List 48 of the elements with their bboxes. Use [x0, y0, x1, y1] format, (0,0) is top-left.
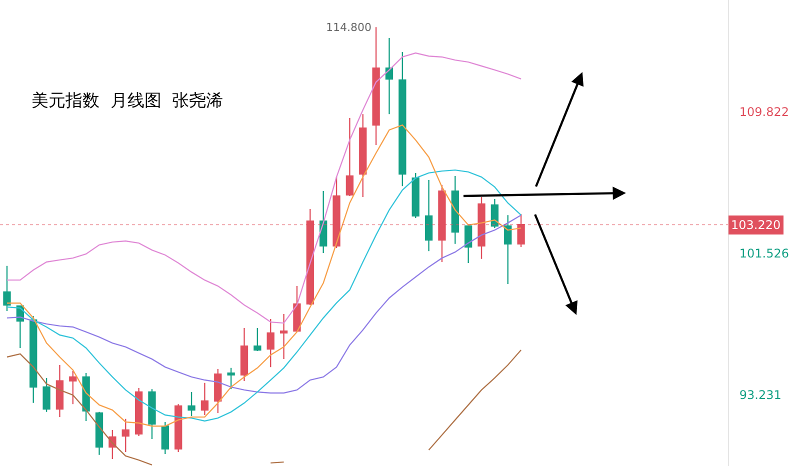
candlestick — [478, 196, 486, 260]
candlestick — [161, 421, 169, 455]
y-tick-label: 109.822 — [739, 105, 789, 120]
candlestick — [490, 198, 499, 229]
line-series — [6, 214, 522, 394]
line-series — [6, 169, 522, 422]
candlestick — [372, 26, 380, 146]
candlestick — [148, 388, 156, 440]
candlestick — [451, 175, 459, 245]
candlestick — [134, 387, 143, 437]
candlestick — [240, 327, 248, 382]
candlestick — [280, 313, 288, 360]
candlestick — [174, 403, 182, 453]
line-series — [6, 52, 522, 324]
candlestick — [346, 117, 354, 197]
y-tick-label: 93.231 — [739, 388, 782, 402]
candlestick — [359, 114, 367, 198]
candlestick — [95, 411, 104, 456]
candlestick — [188, 391, 196, 417]
candlestick — [254, 327, 262, 352]
candlestick — [266, 318, 274, 368]
candlestick — [227, 367, 235, 390]
candlestick — [464, 225, 472, 264]
candlestick — [42, 377, 50, 413]
candlestick — [332, 176, 340, 249]
candlestick — [517, 213, 525, 248]
candlestick — [424, 179, 433, 252]
candlestick — [82, 372, 90, 422]
text: 美元指数 月线图 张尧浠 — [32, 90, 224, 111]
candlestick — [122, 418, 130, 453]
candlestick — [412, 172, 420, 219]
line-series — [6, 124, 522, 427]
candlestick — [69, 370, 77, 405]
ref-line-label: 103.220 — [731, 218, 781, 232]
annotation: 114.800 — [326, 21, 372, 34]
candlestick — [306, 208, 314, 306]
y-tick-label: 101.526 — [739, 246, 789, 261]
candlestick — [56, 364, 64, 418]
candlestick — [3, 265, 11, 312]
candlestick — [320, 190, 328, 254]
candlestick — [398, 51, 406, 187]
candlestick — [30, 315, 38, 404]
candlestick — [200, 382, 209, 416]
candlestick — [385, 37, 394, 115]
candlestick — [293, 285, 301, 333]
candlestick — [504, 214, 512, 285]
candlestick — [214, 368, 222, 414]
candlestick — [438, 184, 446, 263]
